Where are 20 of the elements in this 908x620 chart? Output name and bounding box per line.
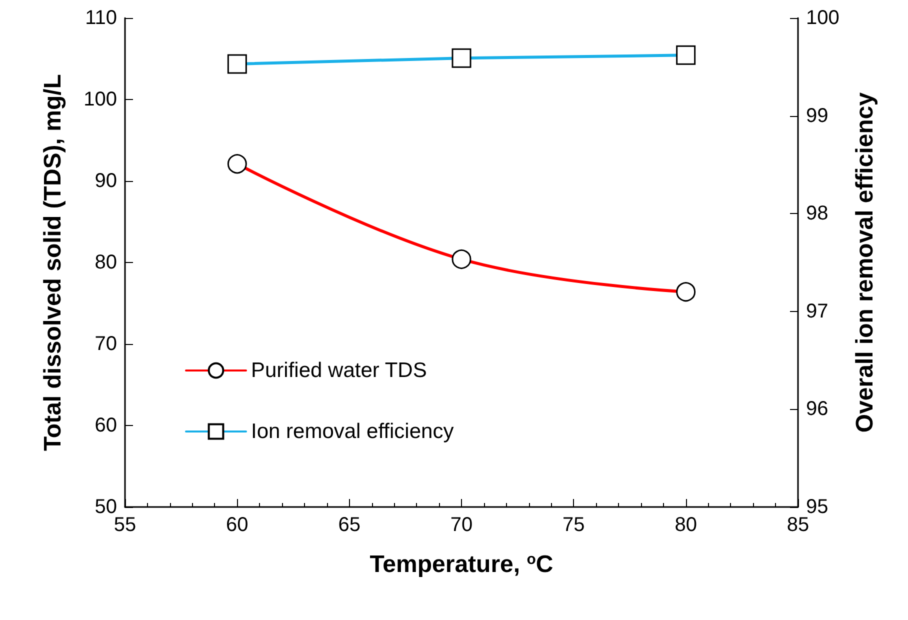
y-tick-label: 100 [84,88,117,110]
y2-tick-label: 99 [806,104,828,127]
x-tick-label: 60 [226,514,248,536]
x-tick-label: 75 [562,514,585,536]
y2-tick-label: 100 [806,7,840,29]
y2-tick-label: 96 [806,398,828,420]
x-tick-label: 80 [674,514,697,536]
x-tick-label: 65 [338,514,360,536]
y2-tick-label: 98 [806,202,828,225]
y-tick-label: 90 [94,170,117,192]
legend-label: Ion removal efficiency [251,420,454,443]
y-tick-label: 110 [85,7,117,29]
x-tick-label: 70 [450,514,473,536]
y-tick-label: 80 [94,252,117,274]
y2-axis-title: Overall ion removal efficiency [852,92,878,433]
y-axis-title: Total dissolved solid (TDS), mg/L [40,74,66,451]
legend-label: Purified water TDS [251,359,427,382]
y-tick-label: 60 [94,414,117,436]
y-tick-label: 70 [94,333,117,355]
y2-tick-label: 97 [806,300,828,322]
